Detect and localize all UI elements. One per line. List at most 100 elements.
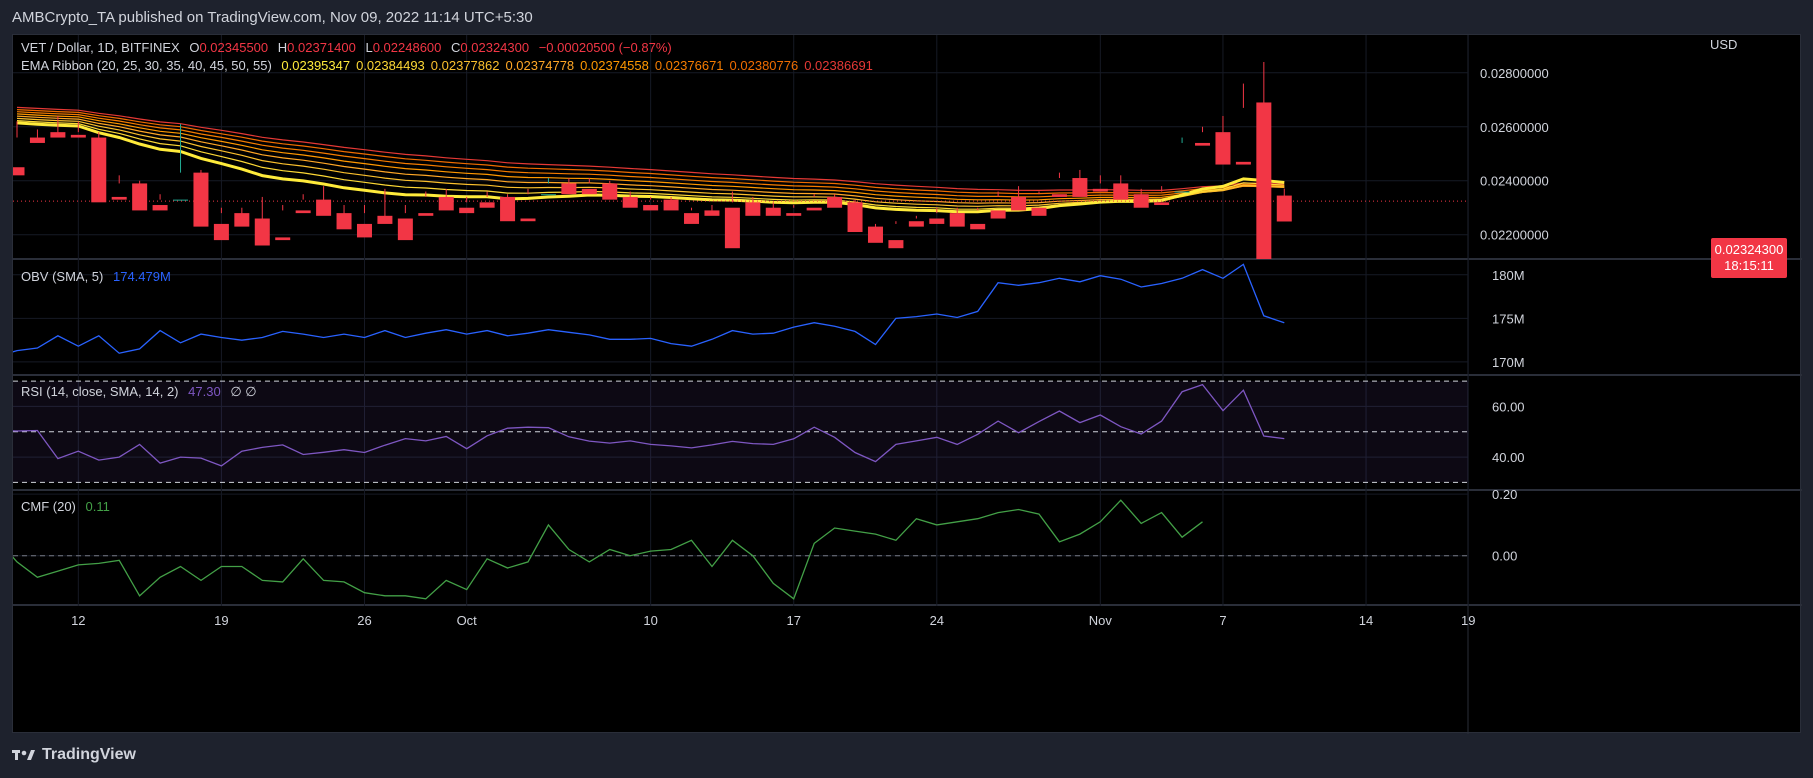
rsi-band-fill bbox=[13, 381, 1468, 483]
rsi-line bbox=[13, 383, 1285, 467]
symbol-title: VET / Dollar, 1D, BITFINEX bbox=[21, 40, 180, 55]
candle-body bbox=[724, 207, 740, 249]
candle-body bbox=[1051, 194, 1067, 197]
ema-value-45: 0.02376671 bbox=[654, 58, 724, 73]
ema-value-20: 0.02395347 bbox=[281, 58, 351, 73]
candle-body bbox=[377, 215, 393, 224]
candle-body bbox=[561, 183, 577, 195]
candle-body bbox=[132, 183, 148, 211]
ema-line-30 bbox=[16, 117, 1285, 207]
candle-body bbox=[397, 218, 413, 241]
ema-value-55: 0.02386691 bbox=[804, 58, 873, 73]
cmf-value: 0.11 bbox=[85, 499, 110, 514]
ohlc-close: C0.02324300 bbox=[451, 40, 530, 55]
candle-body bbox=[1031, 207, 1047, 216]
obv-y-tick: 175M bbox=[1492, 311, 1525, 326]
candle-body bbox=[949, 213, 965, 227]
footer-brand: TradingView bbox=[42, 746, 136, 763]
candle-body bbox=[765, 207, 781, 216]
ohlc-change: −0.00020500 (−0.87%) bbox=[538, 40, 672, 55]
candle-body bbox=[500, 196, 516, 222]
ema-legend: EMA Ribbon (20, 25, 30, 35, 40, 45, 50, … bbox=[21, 58, 885, 73]
candle-body bbox=[459, 207, 475, 214]
cmf-title: CMF (20) bbox=[21, 499, 76, 514]
candle-body bbox=[1011, 196, 1027, 211]
price-y-tick: 0.02200000 bbox=[1480, 228, 1549, 243]
obv-y-tick: 180M bbox=[1492, 268, 1525, 283]
price-y-tick: 0.02600000 bbox=[1480, 120, 1549, 135]
candle-body bbox=[1195, 142, 1211, 146]
chart-canvas[interactable]: 12 19 26 Oct 10 17 24 Nov 7 14 19 0.02800000 0.02600… bbox=[13, 35, 1802, 734]
candle-body bbox=[13, 167, 25, 176]
obv-y-tick: 170M bbox=[1492, 355, 1525, 370]
candle-body bbox=[888, 240, 904, 249]
rsi-value: 47.30 bbox=[188, 384, 221, 399]
candle-body bbox=[418, 213, 434, 216]
candle-body bbox=[929, 218, 945, 224]
rsi-y-tick: 40.00 bbox=[1492, 450, 1525, 465]
bar-countdown: 18:15:11 bbox=[1724, 258, 1774, 273]
candle-body bbox=[91, 137, 107, 203]
last-price-tag: 0.02324300 18:15:11 bbox=[1711, 238, 1787, 278]
rsi-legend: RSI (14, close, SMA, 14, 2) 47.30 ∅ ∅ bbox=[21, 384, 263, 400]
candle-body bbox=[111, 196, 127, 200]
candle-body bbox=[1113, 183, 1129, 200]
candle-body bbox=[581, 188, 597, 195]
x-tick-label: Oct bbox=[457, 613, 478, 628]
obv-line bbox=[13, 263, 1285, 354]
x-tick-label: 7 bbox=[1219, 613, 1226, 628]
cmf-line bbox=[13, 499, 1203, 600]
obv-value: 174.479M bbox=[112, 269, 171, 284]
candle-body bbox=[336, 213, 352, 230]
x-tick-label: 26 bbox=[357, 613, 371, 628]
candle-body bbox=[193, 172, 209, 227]
candle-body bbox=[684, 213, 700, 224]
x-tick-label: 12 bbox=[71, 613, 85, 628]
candle-body bbox=[745, 202, 761, 216]
currency-label: USD bbox=[1710, 37, 1738, 52]
candle-body bbox=[70, 134, 86, 138]
ema-values: 0.02395347 0.02384493 0.02377862 0.02374778… bbox=[281, 58, 879, 73]
x-tick-label: 17 bbox=[786, 613, 800, 628]
candle-body bbox=[867, 226, 883, 243]
candle-body bbox=[1276, 195, 1292, 222]
candle-body bbox=[213, 223, 229, 241]
candle-body bbox=[234, 213, 250, 227]
last-price-value: 0.02324300 bbox=[1714, 242, 1784, 257]
candle-body bbox=[316, 199, 332, 216]
candle-body bbox=[847, 202, 863, 233]
price-legend: VET / Dollar, 1D, BITFINEX O0.02345500 H… bbox=[21, 40, 678, 55]
ema-value-40: 0.02374558 bbox=[580, 58, 649, 73]
cmf-legend: CMF (20) 0.11 bbox=[21, 499, 116, 514]
ema-line-20 bbox=[16, 121, 1285, 214]
rsi-title: RSI (14, close, SMA, 14, 2) bbox=[21, 384, 179, 399]
ohlc-open: O0.02345500 bbox=[189, 40, 269, 55]
obv-title: OBV (SMA, 5) bbox=[21, 269, 104, 284]
cmf-y-tick: 0.20 bbox=[1492, 487, 1517, 502]
candle-body bbox=[275, 237, 291, 241]
candle-body bbox=[1154, 202, 1170, 206]
candle-body bbox=[1072, 178, 1088, 197]
candle-body bbox=[479, 202, 495, 208]
candle-body bbox=[520, 218, 536, 222]
candle-body bbox=[1215, 132, 1231, 165]
candle-body bbox=[786, 213, 802, 216]
candle-body bbox=[356, 223, 372, 238]
ema-title: EMA Ribbon (20, 25, 30, 35, 40, 45, 50, … bbox=[21, 58, 272, 73]
candle-body bbox=[827, 196, 843, 208]
candle-body bbox=[173, 199, 189, 201]
ema-value-30: 0.02377862 bbox=[430, 58, 500, 73]
x-tick-label: 19 bbox=[1461, 613, 1475, 628]
candle-body bbox=[704, 210, 720, 216]
x-tick-label: 19 bbox=[214, 613, 228, 628]
candle-body bbox=[908, 221, 924, 227]
candle-body bbox=[622, 196, 638, 208]
candle-body bbox=[990, 210, 1006, 219]
ema-value-25: 0.02384493 bbox=[356, 58, 425, 73]
x-tick-label: 14 bbox=[1359, 613, 1373, 628]
tradingview-footer[interactable]: TradingView bbox=[12, 746, 136, 764]
rsi-y-tick: 60.00 bbox=[1492, 399, 1525, 414]
rsi-extra: ∅ ∅ bbox=[230, 384, 257, 399]
chart-frame[interactable]: 12 19 26 Oct 10 17 24 Nov 7 14 19 0.02800000 0.02600… bbox=[12, 34, 1802, 734]
ohlc-low: L0.02248600 bbox=[365, 40, 442, 55]
